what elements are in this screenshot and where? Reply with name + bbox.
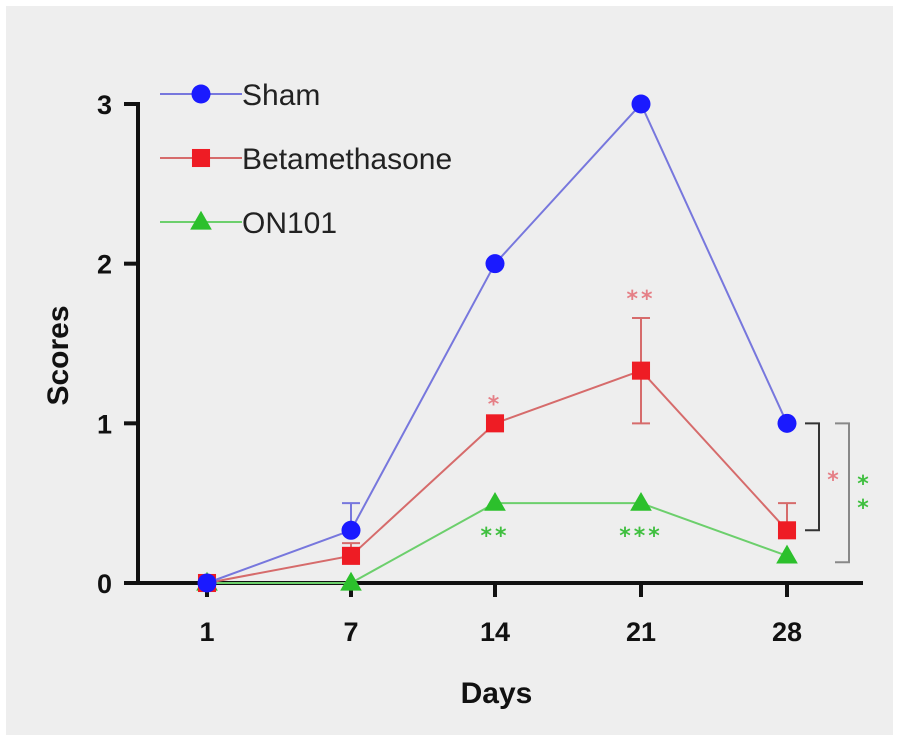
x-tick-label: 28 [772,617,802,647]
data-point [777,413,797,433]
legend-item: ON101 [160,207,337,240]
bracket-line [805,422,820,532]
comparison-bracket: * [805,422,839,532]
legend-item: Betamethasone [160,143,452,176]
data-point [341,546,361,565]
data-point [197,573,217,593]
line-chart: 0 1 2 3 1 7 14 21 28 Days Scores Sham Betamethasone… [42,79,869,710]
significance-label: ** [626,287,655,312]
significance-label: *** [619,524,663,549]
legend-marker [191,148,211,168]
data-point [485,414,505,433]
x-tick-label: 1 [199,617,214,647]
series-betamethasone [197,316,797,593]
bracket-label: * * [857,472,869,521]
x-axis-title: Days [461,677,533,710]
legend-item: Sham [160,79,320,112]
y-axis-title: Scores [42,305,75,405]
legend-label: ON101 [242,207,337,240]
data-point [484,491,506,511]
chart-frame: 0 1 2 3 1 7 14 21 28 Days Scores Sham Betamethasone… [6,6,893,735]
x-tick-label: 7 [343,617,358,647]
significance-label: ** [480,524,509,549]
data-point [631,94,651,114]
bracket-line [835,422,850,564]
data-point [631,361,651,380]
legend-label: Betamethasone [242,143,452,176]
bracket-label: * [827,468,839,493]
x-tick-label: 21 [626,617,656,647]
x-tick-label: 14 [480,617,510,647]
y-tick-label: 2 [97,250,112,280]
y-tick-label: 3 [97,90,112,120]
data-point [630,491,652,511]
y-tick-label: 1 [97,409,112,439]
data-point [341,520,361,540]
data-point [340,571,362,591]
legend-label: Sham [242,79,320,112]
y-tick-label: 0 [97,569,112,599]
significance-label: * [488,392,503,417]
legend-marker [190,210,212,230]
data-point [485,254,505,274]
comparison-bracket: * * [835,422,869,564]
data-point [777,521,797,540]
series-sham [197,94,797,593]
data-point [776,544,798,564]
legend-marker [191,84,211,104]
